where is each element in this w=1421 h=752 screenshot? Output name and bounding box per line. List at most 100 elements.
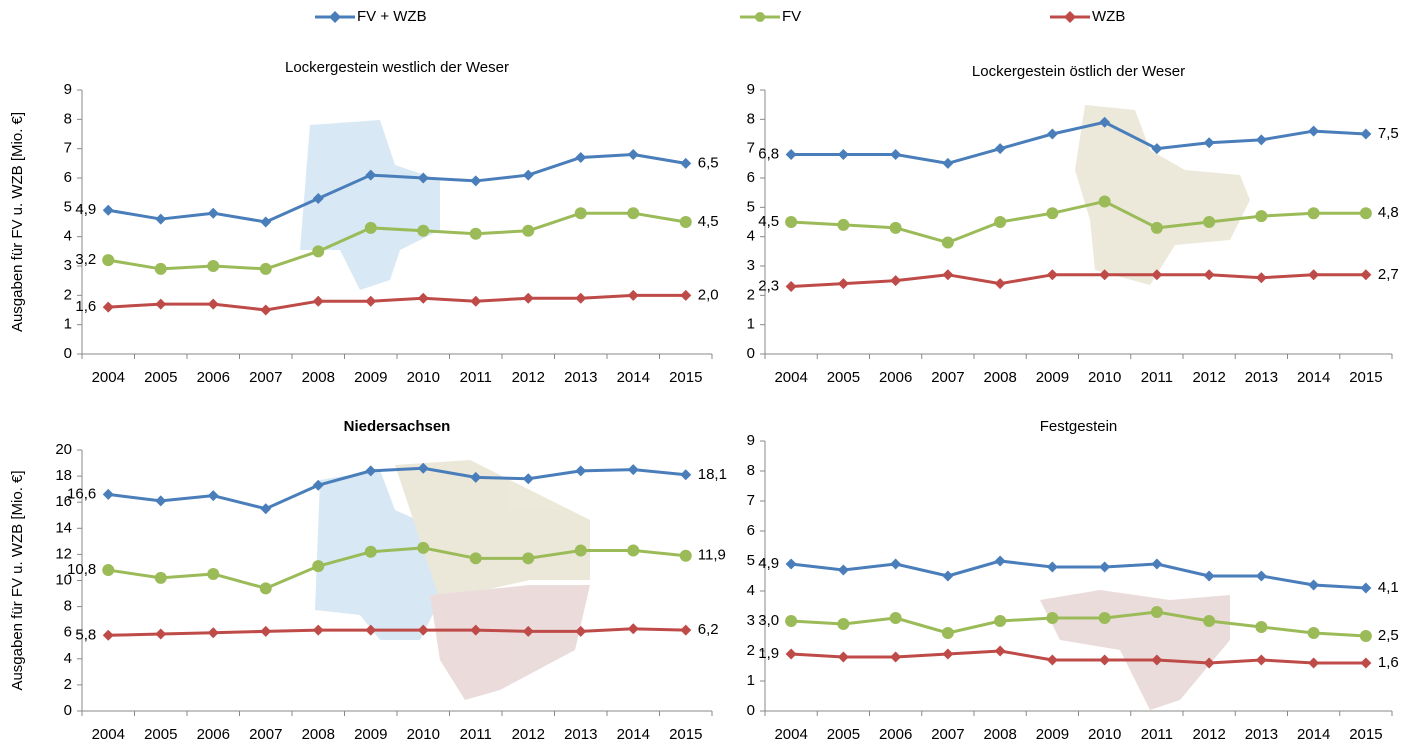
y-tick-label: 3 bbox=[747, 612, 755, 629]
y-tick-label: 8 bbox=[747, 110, 755, 127]
y-tick-label: 1 bbox=[747, 316, 755, 333]
marker bbox=[942, 570, 954, 582]
marker bbox=[365, 624, 377, 636]
marker bbox=[627, 149, 639, 161]
x-tick-label: 2015 bbox=[669, 369, 702, 386]
data-label: 3,0 bbox=[758, 612, 779, 629]
legend-label: FV + WZB bbox=[357, 8, 427, 25]
data-label: 1,6 bbox=[1378, 654, 1399, 671]
marker bbox=[1255, 621, 1268, 633]
marker bbox=[417, 541, 430, 554]
marker bbox=[522, 473, 534, 485]
marker bbox=[470, 471, 482, 483]
marker bbox=[785, 149, 797, 161]
marker bbox=[207, 490, 219, 502]
data-label: 6,8 bbox=[758, 146, 779, 163]
marker bbox=[155, 628, 167, 640]
marker bbox=[837, 149, 849, 161]
marker bbox=[785, 281, 797, 293]
marker bbox=[207, 260, 220, 272]
data-label: 1,9 bbox=[758, 645, 779, 662]
x-tick-label: 2009 bbox=[1036, 726, 1069, 743]
series-line bbox=[108, 627, 686, 637]
y-tick-label: 8 bbox=[64, 598, 72, 615]
y-tick-label: 2 bbox=[747, 642, 755, 659]
y-tick-label: 6 bbox=[747, 169, 755, 186]
marker bbox=[312, 193, 324, 205]
y-tick-label: 6 bbox=[64, 169, 72, 186]
marker bbox=[627, 544, 640, 557]
marker bbox=[417, 292, 429, 304]
marker bbox=[942, 157, 954, 169]
x-tick-label: 2012 bbox=[512, 369, 545, 386]
marker bbox=[994, 278, 1006, 290]
series-line bbox=[790, 559, 1366, 590]
data-label: 18,1 bbox=[698, 466, 727, 483]
y-tick-label: 9 bbox=[747, 432, 755, 449]
marker bbox=[312, 479, 324, 491]
marker bbox=[102, 564, 115, 577]
marker bbox=[259, 262, 272, 275]
chart-title: Niedersachsen bbox=[344, 418, 451, 435]
marker bbox=[680, 289, 692, 301]
x-tick-label: 2008 bbox=[983, 726, 1016, 743]
x-tick-label: 2013 bbox=[1245, 369, 1278, 386]
marker bbox=[680, 624, 692, 636]
marker bbox=[1098, 612, 1111, 624]
marker bbox=[1203, 615, 1216, 627]
marker bbox=[522, 552, 535, 565]
x-tick-label: 2013 bbox=[564, 369, 597, 386]
y-tick-label: 2 bbox=[747, 286, 755, 303]
series-line bbox=[791, 273, 1366, 289]
marker bbox=[207, 298, 219, 310]
marker bbox=[785, 216, 798, 228]
marker bbox=[1098, 195, 1111, 208]
marker bbox=[469, 227, 482, 240]
marker bbox=[755, 12, 765, 22]
marker bbox=[1046, 207, 1059, 220]
chart-title: Lockergestein östlich der Weser bbox=[972, 63, 1185, 80]
marker bbox=[1308, 579, 1320, 591]
y-tick-label: 4 bbox=[64, 650, 72, 667]
data-label: 4,5 bbox=[758, 213, 779, 230]
x-tick-label: 2009 bbox=[1036, 369, 1069, 386]
y-tick-label: 10 bbox=[55, 571, 72, 588]
legend-label: WZB bbox=[1092, 8, 1125, 25]
x-tick-label: 2005 bbox=[827, 726, 860, 743]
marker bbox=[942, 269, 954, 281]
x-tick-label: 2010 bbox=[1088, 369, 1121, 386]
marker bbox=[1360, 269, 1372, 281]
y-tick-label: 7 bbox=[747, 140, 755, 157]
data-label: 6,5 bbox=[698, 154, 719, 171]
marker bbox=[470, 295, 482, 307]
x-tick-label: 2007 bbox=[931, 726, 964, 743]
y-tick-label: 12 bbox=[55, 545, 72, 562]
y-tick-label: 14 bbox=[55, 519, 72, 536]
y-tick-label: 3 bbox=[64, 257, 72, 274]
x-tick-label: 2014 bbox=[617, 726, 650, 743]
marker bbox=[1099, 116, 1111, 128]
marker bbox=[469, 552, 482, 565]
marker bbox=[679, 549, 692, 562]
marker bbox=[522, 169, 534, 181]
marker bbox=[889, 221, 902, 234]
y-tick-label: 4 bbox=[747, 228, 755, 245]
marker bbox=[260, 625, 272, 637]
chart-title: Lockergestein westlich der Weser bbox=[285, 59, 509, 76]
x-tick-label: 2014 bbox=[1297, 726, 1330, 743]
marker bbox=[837, 564, 849, 576]
series-line bbox=[791, 649, 1366, 665]
x-tick-label: 2007 bbox=[249, 726, 282, 743]
chart-title: Festgestein bbox=[1040, 418, 1118, 435]
marker bbox=[785, 648, 797, 660]
marker bbox=[312, 295, 324, 307]
marker bbox=[941, 627, 954, 639]
x-tick-label: 2006 bbox=[879, 726, 912, 743]
marker bbox=[1151, 143, 1163, 155]
marker bbox=[155, 213, 167, 225]
marker bbox=[365, 169, 377, 181]
marker bbox=[1308, 269, 1320, 281]
marker bbox=[890, 275, 902, 287]
marker bbox=[1360, 128, 1372, 140]
